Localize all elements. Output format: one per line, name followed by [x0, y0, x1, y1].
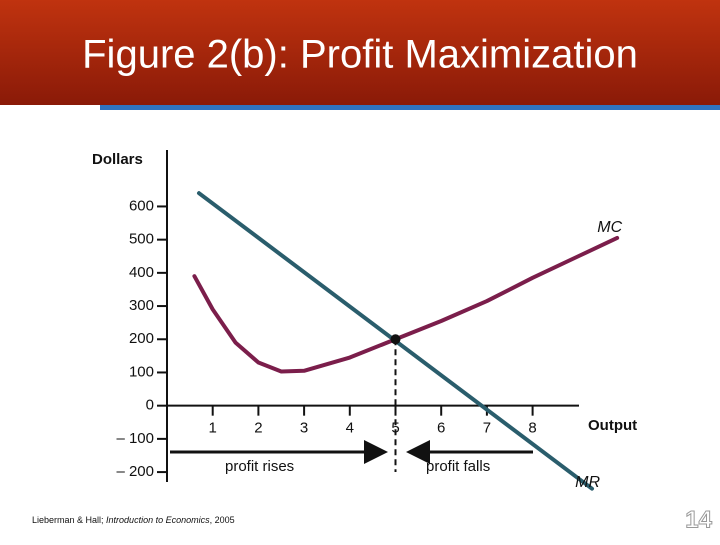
y-tick-label: – 100	[116, 430, 154, 447]
x-tick-label: 2	[254, 420, 262, 437]
x-tick-label: 1	[209, 420, 217, 437]
series-line	[192, 235, 620, 374]
optimum-point	[390, 334, 401, 345]
x-axis-label: Output	[588, 417, 637, 434]
series-label: MR	[575, 474, 600, 491]
page-number: 14	[685, 506, 712, 533]
x-tick-label: 7	[483, 420, 491, 437]
footer-part: Lieberman & Hall;	[32, 515, 106, 525]
y-tick-label: 400	[129, 264, 154, 281]
x-tick-label: 5	[391, 420, 399, 437]
annotation: profit rises	[225, 458, 294, 475]
y-tick-label: 600	[129, 197, 154, 214]
y-tick-label: 500	[129, 231, 154, 248]
x-tick-label: 3	[300, 420, 308, 437]
series-label: MC	[597, 219, 622, 236]
footer-part: , 2005	[210, 515, 235, 525]
x-tick-label: 6	[437, 420, 445, 437]
y-axis-label: Dollars	[92, 151, 143, 168]
y-tick-label: 300	[129, 297, 154, 314]
annotation: profit falls	[426, 458, 490, 475]
footer: Lieberman & Hall; Introduction to Econom…	[32, 515, 235, 525]
x-tick-label: 8	[528, 420, 536, 437]
y-tick-label: 200	[129, 330, 154, 347]
header-band	[0, 0, 720, 105]
y-tick-label: 0	[146, 397, 154, 414]
footer-part: Introduction to Economics	[106, 515, 210, 525]
y-tick-label: – 200	[116, 463, 154, 480]
slide-title: Figure 2(b): Profit Maximization	[82, 33, 638, 77]
x-tick-label: 4	[346, 420, 354, 437]
y-tick-label: 100	[129, 363, 154, 380]
header-rule	[100, 105, 720, 110]
